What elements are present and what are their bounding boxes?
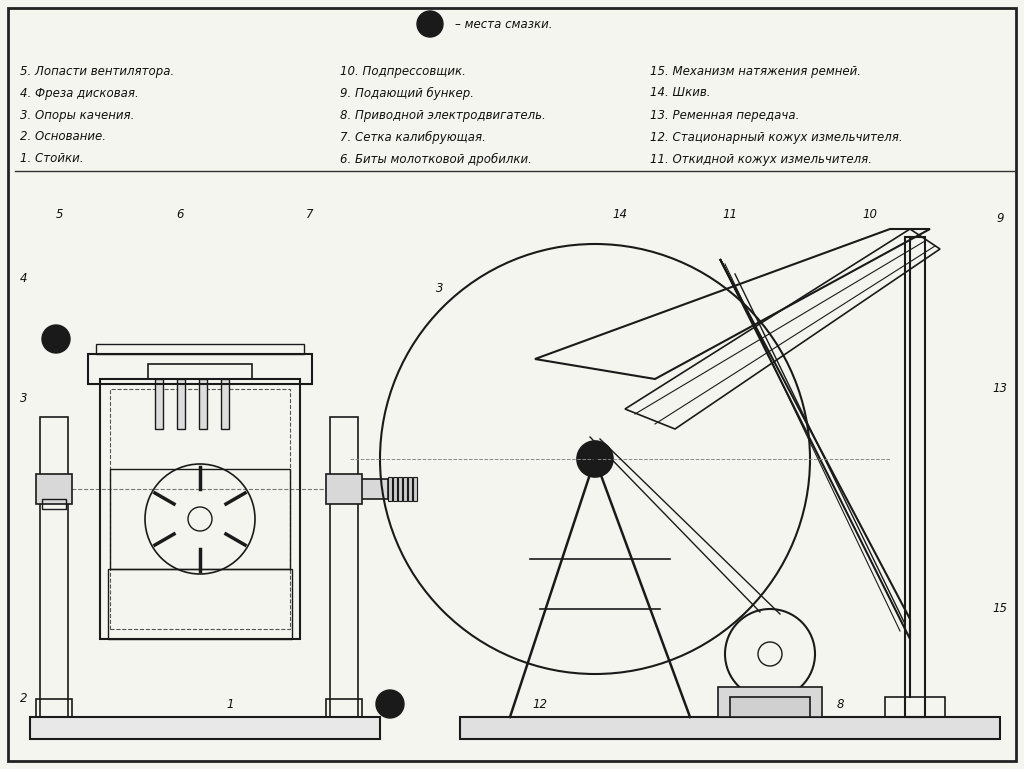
Circle shape — [376, 690, 404, 718]
Bar — [398, 477, 402, 501]
Bar — [718, 687, 822, 717]
Bar — [905, 237, 925, 717]
Text: 8: 8 — [837, 697, 844, 711]
Bar — [330, 417, 358, 717]
Text: 12: 12 — [532, 697, 548, 711]
Bar — [155, 379, 163, 429]
Bar — [108, 569, 292, 639]
Text: 14. Шкив.: 14. Шкив. — [650, 86, 711, 99]
Text: 6. Биты молотковой дробилки.: 6. Биты молотковой дробилки. — [340, 152, 531, 165]
Text: 15. Механизм натяжения ремней.: 15. Механизм натяжения ремней. — [650, 65, 861, 78]
Circle shape — [42, 325, 70, 353]
Text: 13: 13 — [992, 382, 1008, 395]
Text: 12. Стационарный кожух измельчителя.: 12. Стационарный кожух измельчителя. — [650, 131, 902, 144]
Text: 4. Фреза дисковая.: 4. Фреза дисковая. — [20, 86, 138, 99]
Circle shape — [417, 11, 443, 37]
Text: 1. Стойки.: 1. Стойки. — [20, 152, 84, 165]
Text: 13. Ременная передача.: 13. Ременная передача. — [650, 108, 800, 122]
Bar — [100, 379, 300, 639]
Text: см: см — [384, 700, 396, 708]
Text: 11. Откидной кожух измельчителя.: 11. Откидной кожух измельчителя. — [650, 152, 872, 165]
Bar — [221, 379, 229, 429]
Text: 10. Подпрессовщик.: 10. Подпрессовщик. — [340, 65, 466, 78]
Circle shape — [577, 441, 613, 477]
Bar — [403, 477, 407, 501]
Text: 1: 1 — [226, 697, 233, 711]
Text: 3: 3 — [436, 282, 443, 295]
Bar — [177, 379, 185, 429]
Bar — [36, 699, 72, 717]
Text: 10: 10 — [862, 208, 878, 221]
Text: 5: 5 — [56, 208, 63, 221]
Text: 5. Лопасти вентилятора.: 5. Лопасти вентилятора. — [20, 65, 174, 78]
Bar — [326, 699, 362, 717]
Bar — [36, 474, 72, 504]
Bar — [393, 477, 397, 501]
Bar — [358, 479, 388, 499]
Text: см: см — [424, 19, 436, 28]
Text: – места смазки.: – места смазки. — [455, 18, 553, 31]
Text: 14: 14 — [612, 208, 628, 221]
Bar — [110, 469, 290, 569]
Text: 9. Подающий бункер.: 9. Подающий бункер. — [340, 86, 474, 99]
Bar — [96, 344, 304, 354]
Text: 15: 15 — [992, 602, 1008, 615]
Bar — [460, 717, 1000, 739]
Bar — [42, 499, 66, 509]
Bar — [40, 417, 68, 717]
Bar — [88, 354, 312, 384]
Text: 3: 3 — [20, 392, 28, 405]
Bar — [30, 717, 380, 739]
Bar — [885, 697, 945, 717]
Bar — [413, 477, 417, 501]
Bar — [326, 474, 362, 504]
Text: 11: 11 — [723, 208, 737, 221]
Text: 7. Сетка калибрующая.: 7. Сетка калибрующая. — [340, 131, 485, 144]
Bar — [730, 697, 810, 717]
Bar — [388, 477, 392, 501]
Text: 9: 9 — [996, 212, 1004, 225]
Text: 2: 2 — [20, 693, 28, 705]
Text: 3. Опоры качения.: 3. Опоры качения. — [20, 108, 134, 122]
Text: 7: 7 — [306, 208, 313, 221]
Bar — [110, 389, 290, 629]
Text: 6: 6 — [176, 208, 183, 221]
Text: 2. Основание.: 2. Основание. — [20, 131, 106, 144]
Text: 4: 4 — [20, 272, 28, 285]
Bar — [408, 477, 412, 501]
Bar — [199, 379, 207, 429]
Text: 8. Приводной электродвигатель.: 8. Приводной электродвигатель. — [340, 108, 546, 122]
Text: см: см — [50, 335, 61, 344]
Bar — [148, 364, 252, 379]
